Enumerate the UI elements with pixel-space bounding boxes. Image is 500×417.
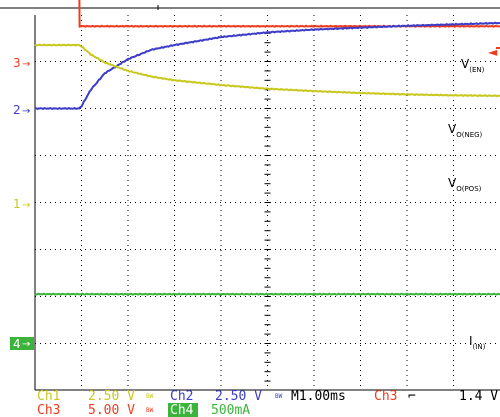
status-trigger-slope-icon: ⌐ (408, 389, 416, 404)
label-iin-sub: (IN) (473, 343, 486, 351)
ch4-marker-box (10, 337, 34, 350)
ch2-marker: 2 → (13, 103, 30, 117)
status-ch1-bw: BW (146, 393, 154, 400)
trace-ch2 (34, 21, 500, 110)
label-vopos: VO(POS) (448, 176, 482, 193)
ch2-marker-arrow: → (22, 106, 30, 117)
label-voneg-sub: O(NEG) (456, 131, 482, 139)
ch1-marker-arrow: → (22, 200, 30, 211)
status-ch2-scale: 2.50 V (215, 389, 262, 404)
status-trigger-level: 1.4 V (459, 389, 498, 404)
status-ch3-bw: BW (146, 407, 154, 414)
status-timebase: M1.00ms (291, 389, 346, 404)
status-ch4-name: Ch4 (170, 403, 194, 417)
ch2-marker-label: 2 (13, 103, 21, 117)
ch4-marker-arrow: → (22, 339, 30, 350)
trace-ch1 (34, 43, 500, 98)
status-ch1-scale: 2.50 V (88, 389, 135, 404)
ch4-marker-label: 4 (13, 337, 21, 351)
label-voneg-main: V (448, 122, 457, 136)
label-ven-main: V (461, 57, 470, 71)
status-ch4-scale: 500mA (211, 403, 250, 417)
ch1-marker-label: 1 (13, 197, 21, 211)
ch3-marker-arrow: → (22, 59, 30, 70)
label-vopos-sub: O(POS) (456, 185, 481, 193)
grid (35, 15, 500, 390)
trigger-level-marker: ◄ (488, 45, 498, 59)
status-ch4-badge (168, 403, 198, 417)
status-row-1: Ch1 2.50 V BW Ch2 2.50 V BW M1.00ms Ch3 … (37, 389, 498, 404)
traces (34, 0, 500, 296)
status-ch3-scale: 5.00 V (88, 403, 135, 417)
ch3-marker-label: 3 (13, 56, 21, 70)
status-ch2-name: Ch2 (170, 389, 193, 404)
trace-ch4 (34, 292, 500, 296)
trace-ch3 (78, 0, 500, 28)
ch1-marker: 1 → (13, 197, 30, 211)
label-iin-main: I (469, 334, 473, 348)
label-vopos-main: V (448, 176, 457, 190)
label-iin: I(IN) (469, 334, 486, 351)
status-ch3-name: Ch3 (37, 403, 60, 417)
status-ch2-bw: BW (275, 393, 283, 400)
status-ch1-name: Ch1 (37, 389, 60, 404)
label-ven-sub: (EN) (469, 66, 484, 74)
ch3-marker: 3 → (13, 56, 30, 70)
status-row-2: Ch3 5.00 V BW Ch4 500mA (37, 403, 250, 417)
label-ven: V(EN) (461, 57, 485, 74)
status-trigger-source: Ch3 (374, 389, 397, 404)
ch4-marker: 4 → (10, 337, 34, 351)
label-voneg: VO(NEG) (448, 122, 483, 139)
